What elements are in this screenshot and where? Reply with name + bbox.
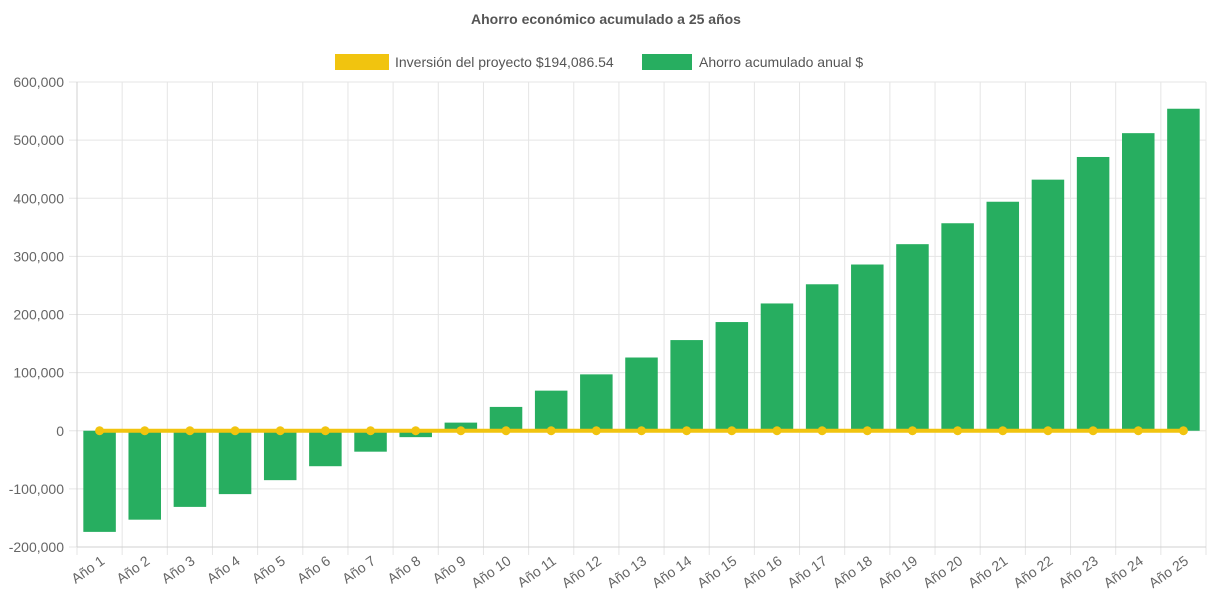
x-tick-label: Año 5 xyxy=(249,552,288,586)
bar-20[interactable] xyxy=(941,223,974,431)
x-tick-label: Año 1 xyxy=(68,552,107,586)
y-axis: 600,000 500,000 400,000 300,000 200,000 100,0… xyxy=(9,74,78,555)
x-tick-label: Año 24 xyxy=(1100,552,1146,591)
x-tick-label: Año 13 xyxy=(604,552,650,591)
x-tick-label: Año 16 xyxy=(739,552,785,591)
bar-series xyxy=(83,108,1200,532)
investment-point-25[interactable] xyxy=(1178,426,1188,436)
bar-10[interactable] xyxy=(489,406,523,431)
y-tick-label: -200,000 xyxy=(9,539,64,555)
y-tick-label: 0 xyxy=(56,423,64,439)
investment-point-11[interactable] xyxy=(546,426,556,436)
y-tick-label: 400,000 xyxy=(13,190,64,206)
x-tick-label: Año 8 xyxy=(384,552,423,586)
x-tick-label: Año 22 xyxy=(1010,552,1056,591)
x-tick-label: Año 11 xyxy=(514,552,559,590)
investment-point-16[interactable] xyxy=(772,426,782,436)
x-tick-label: Año 15 xyxy=(694,552,740,591)
bar-18[interactable] xyxy=(851,264,884,431)
legend-label-investment: Inversión del proyecto $194,086.54 xyxy=(395,54,614,70)
bar-14[interactable] xyxy=(670,340,703,431)
x-tick-label: Año 17 xyxy=(784,552,830,591)
x-tick-label: Año 12 xyxy=(559,552,605,591)
x-axis: Año 1 Año 2 Año 3 Año 4 Año 5 Año 6 Año 7 Año 8… xyxy=(68,546,1206,591)
legend-swatch-investment xyxy=(335,54,389,70)
investment-point-10[interactable] xyxy=(501,426,511,436)
bar-15[interactable] xyxy=(715,322,749,431)
investment-point-8[interactable] xyxy=(411,426,421,436)
investment-point-20[interactable] xyxy=(953,426,963,436)
bar-24[interactable] xyxy=(1122,133,1155,431)
y-tick-label: 500,000 xyxy=(13,132,64,148)
bar-3[interactable] xyxy=(173,430,207,507)
bar-17[interactable] xyxy=(805,284,839,431)
investment-point-6[interactable] xyxy=(320,426,330,436)
bar-19[interactable] xyxy=(896,244,929,431)
y-tick-label: 200,000 xyxy=(13,307,64,323)
investment-point-21[interactable] xyxy=(998,426,1008,436)
investment-point-15[interactable] xyxy=(727,426,737,436)
investment-point-9[interactable] xyxy=(456,426,466,436)
investment-point-22[interactable] xyxy=(1043,426,1053,436)
y-tick-label: -100,000 xyxy=(9,481,64,497)
bar-23[interactable] xyxy=(1076,156,1110,431)
legend-item-investment[interactable]: Inversión del proyecto $194,086.54 xyxy=(335,54,614,70)
investment-point-1[interactable] xyxy=(95,426,105,436)
investment-point-14[interactable] xyxy=(682,426,692,436)
y-tick-label: 600,000 xyxy=(13,74,64,90)
grid xyxy=(69,81,1207,555)
investment-point-19[interactable] xyxy=(907,426,917,436)
x-tick-label: Año 10 xyxy=(468,552,514,591)
investment-point-7[interactable] xyxy=(366,426,376,436)
bar-12[interactable] xyxy=(580,374,613,431)
x-tick-label: Año 14 xyxy=(649,552,695,591)
investment-point-3[interactable] xyxy=(185,426,195,436)
bar-21[interactable] xyxy=(986,201,1020,431)
x-tick-label: Año 23 xyxy=(1055,552,1101,591)
bar-13[interactable] xyxy=(625,357,658,431)
x-tick-label: Año 9 xyxy=(429,552,468,586)
y-tick-label: 300,000 xyxy=(13,248,64,264)
bar-2[interactable] xyxy=(128,430,161,520)
line-series xyxy=(95,426,1188,436)
bar-16[interactable] xyxy=(760,303,794,431)
investment-point-12[interactable] xyxy=(591,426,601,436)
investment-point-18[interactable] xyxy=(862,426,872,436)
x-tick-label: Año 3 xyxy=(158,552,197,586)
x-tick-label: Año 25 xyxy=(1146,552,1192,591)
bar-11[interactable] xyxy=(534,390,568,431)
bar-1[interactable] xyxy=(83,430,116,532)
legend[interactable]: Inversión del proyecto $194,086.54 Ahorr… xyxy=(335,54,863,70)
y-tick-label: 100,000 xyxy=(13,365,64,381)
bar-25[interactable] xyxy=(1167,108,1200,431)
bar-22[interactable] xyxy=(1031,179,1065,431)
x-tick-label: Año 4 xyxy=(204,552,243,586)
investment-point-2[interactable] xyxy=(140,426,150,436)
investment-point-13[interactable] xyxy=(637,426,646,436)
investment-point-4[interactable] xyxy=(230,426,240,436)
chart-title: Ahorro económico acumulado a 25 años xyxy=(471,11,741,27)
x-tick-label: Año 18 xyxy=(829,552,875,591)
bar-6[interactable] xyxy=(309,430,342,467)
legend-item-savings[interactable]: Ahorro acumulado anual $ xyxy=(642,54,863,70)
bar-7[interactable] xyxy=(354,430,387,452)
x-tick-label: Año 20 xyxy=(920,552,966,591)
legend-label-savings: Ahorro acumulado anual $ xyxy=(699,54,863,70)
x-tick-label: Año 6 xyxy=(294,552,333,586)
bar-5[interactable] xyxy=(263,430,297,481)
investment-point-5[interactable] xyxy=(275,426,285,436)
legend-swatch-savings xyxy=(642,54,692,70)
bar-4[interactable] xyxy=(218,430,252,495)
x-tick-label: Año 19 xyxy=(875,552,921,591)
investment-point-24[interactable] xyxy=(1133,426,1143,436)
investment-point-17[interactable] xyxy=(817,426,827,436)
x-tick-label: Año 2 xyxy=(113,552,152,586)
investment-point-23[interactable] xyxy=(1088,426,1098,436)
x-tick-label: Año 21 xyxy=(965,552,1011,591)
x-tick-label: Año 7 xyxy=(339,552,378,586)
